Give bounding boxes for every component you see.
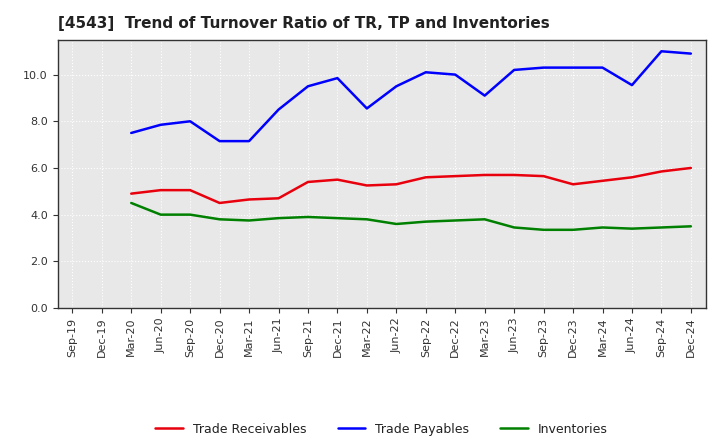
Trade Receivables	[451, 173, 459, 179]
Trade Receivables	[510, 172, 518, 178]
Trade Payables	[392, 84, 400, 89]
Trade Receivables	[687, 165, 696, 171]
Inventories	[392, 221, 400, 227]
Trade Payables	[363, 106, 372, 111]
Inventories	[245, 218, 253, 223]
Line: Trade Receivables: Trade Receivables	[131, 168, 691, 203]
Inventories	[628, 226, 636, 231]
Trade Payables	[657, 49, 666, 54]
Trade Receivables	[186, 187, 194, 193]
Trade Receivables	[539, 173, 548, 179]
Inventories	[156, 212, 165, 217]
Trade Receivables	[127, 191, 135, 196]
Trade Receivables	[274, 196, 283, 201]
Trade Receivables	[215, 200, 224, 205]
Trade Payables	[274, 107, 283, 112]
Trade Receivables	[480, 172, 489, 178]
Trade Payables	[245, 139, 253, 144]
Inventories	[598, 225, 607, 230]
Trade Payables	[480, 93, 489, 98]
Trade Receivables	[598, 178, 607, 183]
Line: Inventories: Inventories	[131, 203, 691, 230]
Trade Payables	[687, 51, 696, 56]
Inventories	[363, 216, 372, 222]
Inventories	[333, 216, 342, 221]
Trade Receivables	[392, 182, 400, 187]
Trade Receivables	[156, 187, 165, 193]
Inventories	[186, 212, 194, 217]
Trade Receivables	[421, 175, 430, 180]
Trade Payables	[127, 130, 135, 136]
Inventories	[657, 225, 666, 230]
Legend: Trade Receivables, Trade Payables, Inventories: Trade Receivables, Trade Payables, Inven…	[150, 418, 613, 440]
Inventories	[569, 227, 577, 232]
Inventories	[510, 225, 518, 230]
Trade Receivables	[245, 197, 253, 202]
Trade Payables	[421, 70, 430, 75]
Trade Payables	[186, 119, 194, 124]
Trade Receivables	[569, 182, 577, 187]
Inventories	[451, 218, 459, 223]
Text: [4543]  Trend of Turnover Ratio of TR, TP and Inventories: [4543] Trend of Turnover Ratio of TR, TP…	[58, 16, 549, 32]
Trade Payables	[628, 82, 636, 88]
Trade Payables	[156, 122, 165, 128]
Inventories	[274, 216, 283, 221]
Trade Receivables	[304, 180, 312, 185]
Inventories	[421, 219, 430, 224]
Trade Payables	[304, 84, 312, 89]
Inventories	[304, 214, 312, 220]
Line: Trade Payables: Trade Payables	[131, 51, 691, 141]
Inventories	[687, 224, 696, 229]
Inventories	[127, 200, 135, 205]
Inventories	[215, 216, 224, 222]
Trade Payables	[510, 67, 518, 73]
Trade Receivables	[628, 175, 636, 180]
Trade Payables	[451, 72, 459, 77]
Trade Payables	[539, 65, 548, 70]
Trade Payables	[333, 76, 342, 81]
Trade Payables	[215, 139, 224, 144]
Trade Payables	[598, 65, 607, 70]
Trade Receivables	[333, 177, 342, 182]
Trade Receivables	[657, 169, 666, 174]
Trade Receivables	[363, 183, 372, 188]
Inventories	[539, 227, 548, 232]
Trade Payables	[569, 65, 577, 70]
Inventories	[480, 216, 489, 222]
